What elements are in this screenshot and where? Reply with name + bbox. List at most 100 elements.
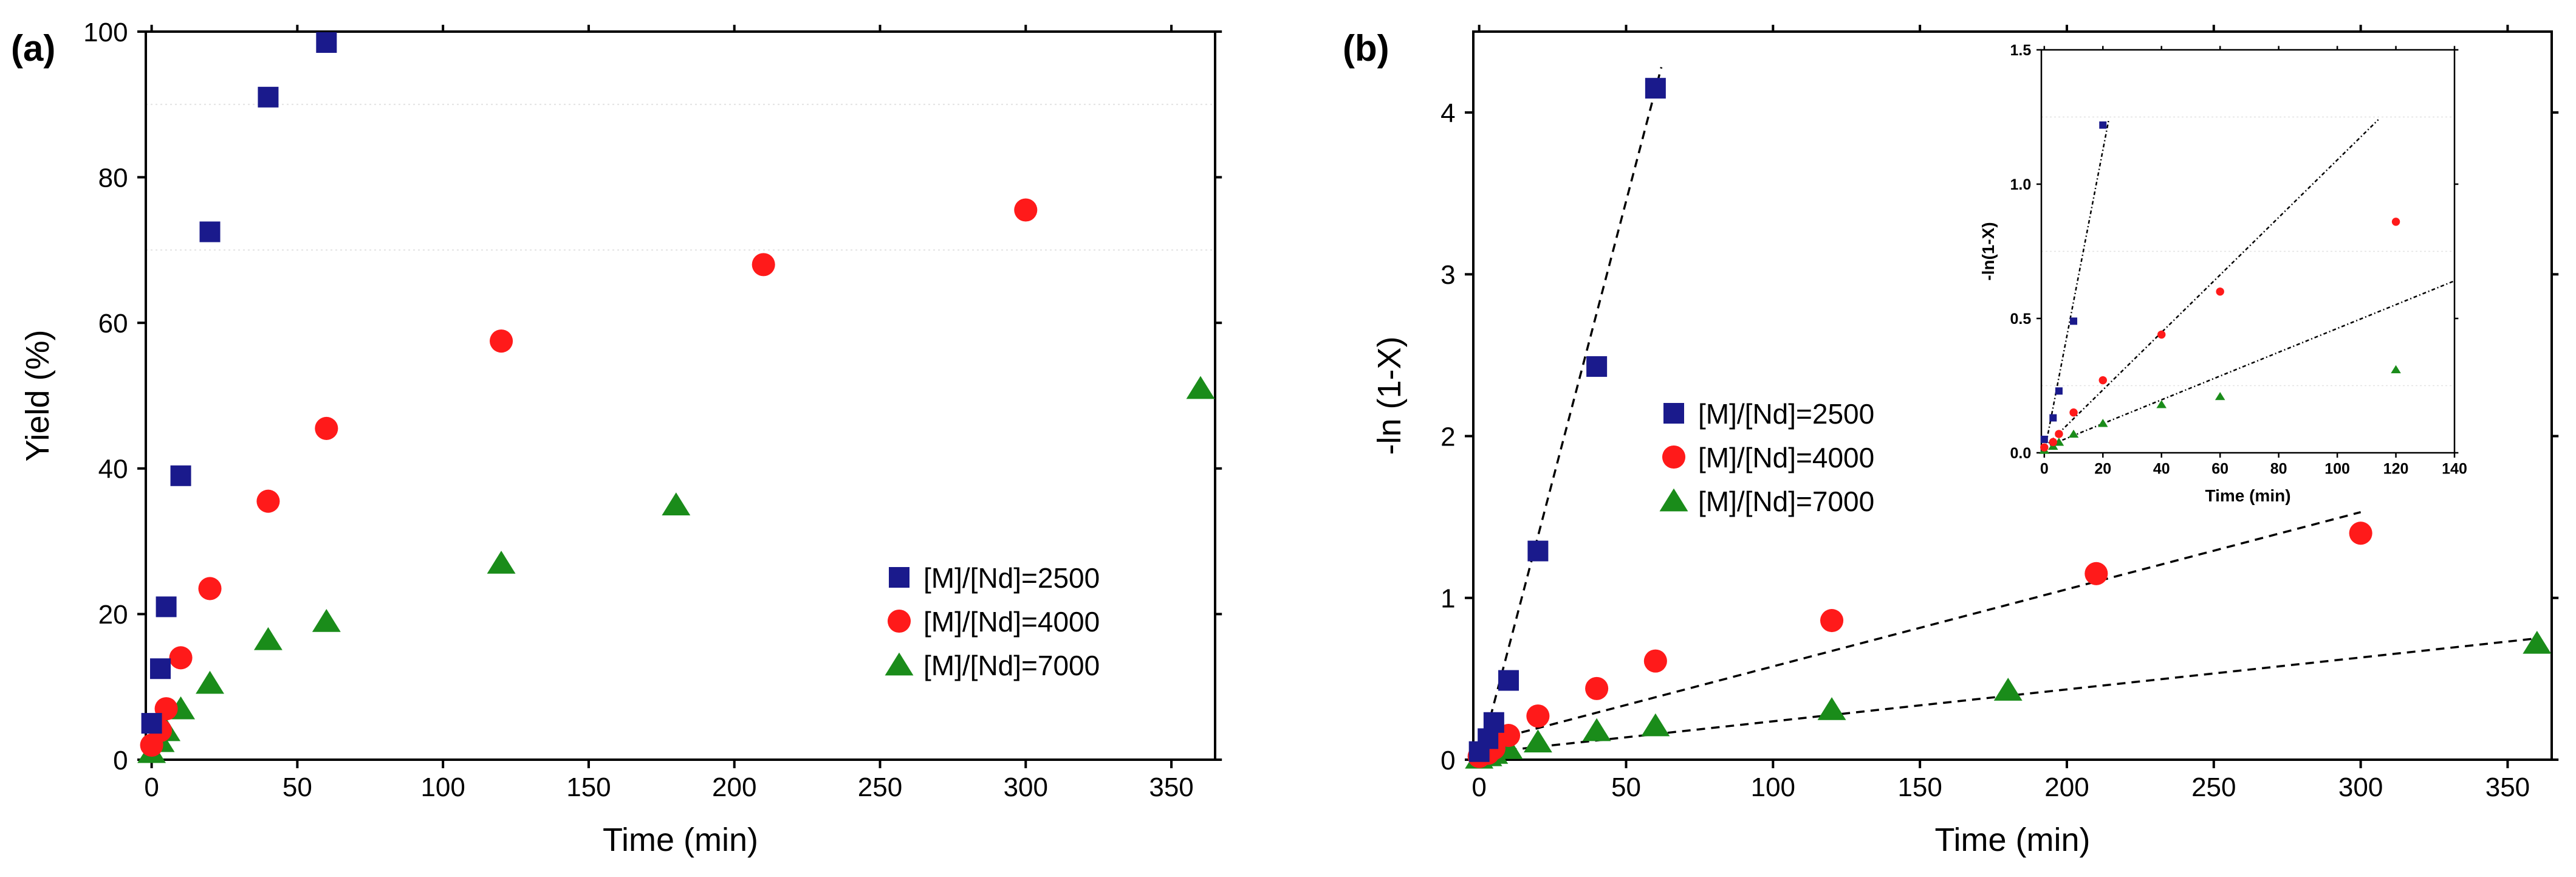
panel-a-y-tick-label: 20 bbox=[98, 600, 128, 630]
panel-a-data-point-triangle bbox=[196, 670, 224, 694]
panel-a-y-tick-label: 0 bbox=[113, 746, 128, 776]
panel-a-legend-label: [M]/[Nd]=2500 bbox=[923, 562, 1100, 594]
panel-a-y-tick-label: 60 bbox=[98, 309, 128, 339]
panel-b-y-tick-label: 2 bbox=[1440, 422, 1455, 452]
panel-b-y-axis-label: -ln (1-X) bbox=[1371, 336, 1408, 455]
panel-b-data-point-circle bbox=[1643, 649, 1667, 673]
inset-data-point-triangle bbox=[2391, 365, 2401, 374]
panel-b-x-tick-label: 350 bbox=[2485, 772, 2530, 802]
panel-a-data-point-triangle bbox=[253, 627, 283, 650]
panel-a-data-point-square bbox=[156, 596, 177, 617]
inset-data-point-circle bbox=[2216, 287, 2224, 296]
panel-b-data-point-triangle bbox=[1641, 713, 1670, 737]
inset-data-point-square bbox=[2049, 414, 2057, 422]
panel-a-data-point-triangle bbox=[1186, 376, 1215, 399]
inset-x-tick-label: 120 bbox=[2383, 460, 2409, 477]
inset-data-point-circle bbox=[2098, 376, 2107, 385]
panel-a-x-tick-label: 0 bbox=[144, 772, 159, 802]
panel-a-legend-marker-triangle bbox=[885, 652, 914, 676]
inset-fit-line bbox=[2043, 119, 2379, 449]
inset-y-axis-label: -ln(1-X) bbox=[1979, 222, 1998, 280]
inset-y-tick-label: 1.5 bbox=[2010, 42, 2031, 59]
panel-b-x-tick-label: 50 bbox=[1611, 772, 1641, 802]
panel-a-data-point-square bbox=[316, 32, 337, 53]
panel-b-legend-label: [M]/[Nd]=7000 bbox=[1698, 486, 1874, 517]
panel-b-legend-marker-square bbox=[1663, 403, 1684, 424]
inset-data-point-circle bbox=[2391, 218, 2400, 226]
inset-data-point-circle bbox=[2157, 330, 2166, 339]
inset-data-point-triangle bbox=[2215, 391, 2225, 401]
inset-y-tick-label: 0.0 bbox=[2010, 445, 2031, 462]
panel-a-data-point-circle bbox=[752, 253, 775, 277]
inset-data-point-circle bbox=[2049, 438, 2058, 447]
inset-data-point-square bbox=[2070, 317, 2078, 325]
panel-a-data-point-circle bbox=[198, 577, 222, 600]
inset-plot-background bbox=[2041, 50, 2454, 453]
inset-x-tick-label: 60 bbox=[2211, 460, 2228, 477]
panel-b-y-tick-label: 1 bbox=[1440, 584, 1455, 614]
panel-a-data-point-circle bbox=[1014, 198, 1038, 222]
panel-a-data-point-square bbox=[170, 465, 191, 486]
panel-a-data-point-circle bbox=[490, 329, 513, 353]
panel-b-data-point-square bbox=[1498, 670, 1519, 691]
panel-a-x-tick-label: 100 bbox=[420, 772, 465, 802]
inset-data-point-square bbox=[2040, 435, 2048, 443]
panel-a-data-point-triangle bbox=[662, 492, 691, 516]
panel-b-legend-marker-circle bbox=[1662, 445, 1686, 469]
panel-a-data-point-square bbox=[258, 86, 279, 108]
panel-b-data-point-triangle bbox=[1582, 718, 1611, 741]
inset-panel: 0 20 40 60 80 100 120 140 0.0 0.5 1.0 1.5 Time (min)… bbox=[1979, 42, 2467, 505]
inset-x-tick-label: 140 bbox=[2442, 460, 2467, 477]
inset-fit-line bbox=[2043, 119, 2110, 453]
panel-b-data-point-triangle bbox=[2523, 630, 2552, 654]
panel-b-data-point-square bbox=[1586, 356, 1608, 377]
panel-a-x-tick-label: 350 bbox=[1149, 772, 1193, 802]
inset-data-point-circle bbox=[2040, 443, 2049, 452]
panel-a-legend-label: [M]/[Nd]=4000 bbox=[923, 606, 1100, 638]
panel-b-x-axis-label: Time (min) bbox=[1935, 822, 2091, 858]
inset-data-point-triangle bbox=[2097, 419, 2108, 427]
panel-a-legend-label: [M]/[Nd]=7000 bbox=[923, 650, 1100, 681]
panel-a-label: (a) bbox=[11, 28, 55, 69]
inset-data-point-circle bbox=[2069, 408, 2078, 417]
inset-x-axis-label: Time (min) bbox=[2205, 486, 2290, 505]
panel-b-plot-frame bbox=[1472, 30, 2553, 761]
panel-a-panel: 0 50 100 150 200 250 300 350 0 20 40 60 80 100 Time (m… bbox=[19, 18, 1222, 858]
panel-b-x-tick-label: 200 bbox=[2044, 772, 2089, 802]
panel-a-data-point-circle bbox=[315, 416, 338, 440]
inset-x-tick-label: 80 bbox=[2270, 460, 2287, 477]
inset-y-tick-label: 0.5 bbox=[2010, 311, 2031, 328]
inset-data-point-triangle bbox=[2068, 429, 2079, 438]
panel-a-x-tick-label: 250 bbox=[858, 772, 902, 802]
panel-b-fit-line bbox=[1478, 67, 1663, 760]
inset-data-point-square bbox=[2055, 387, 2063, 395]
panel-b-data-point-circle bbox=[1585, 676, 1609, 700]
inset-x-tick-label: 40 bbox=[2153, 460, 2170, 477]
panel-b-x-tick-label: 300 bbox=[2338, 772, 2383, 802]
panel-b-data-point-triangle bbox=[1817, 697, 1846, 720]
panel-a-y-tick-label: 40 bbox=[98, 455, 128, 484]
inset-x-tick-label: 20 bbox=[2094, 460, 2111, 477]
panel-b-legend-label: [M]/[Nd]=2500 bbox=[1698, 398, 1874, 430]
panel-b-legend-marker-triangle bbox=[1659, 488, 1688, 512]
panel-a-x-tick-label: 200 bbox=[712, 772, 756, 802]
panel-b-data-point-square bbox=[1645, 78, 1666, 99]
panel-b-data-point-square bbox=[1483, 712, 1504, 733]
panel-a-y-axis-label: Yield (%) bbox=[19, 329, 56, 461]
panel-b-data-point-circle bbox=[1526, 704, 1550, 728]
panel-b-x-tick-label: 0 bbox=[1471, 772, 1486, 802]
inset-x-tick-label: 0 bbox=[2040, 460, 2049, 477]
panel-a-y-tick-label: 80 bbox=[98, 163, 128, 193]
panel-a-legend-marker-circle bbox=[887, 609, 911, 633]
panel-a-x-tick-label: 300 bbox=[1004, 772, 1048, 802]
panel-b-x-tick-label: 100 bbox=[1751, 772, 1795, 802]
panel-a-y-tick-label: 100 bbox=[83, 18, 128, 47]
panel-a-x-tick-label: 150 bbox=[566, 772, 611, 802]
panel-a-x-axis-label: Time (min) bbox=[603, 822, 758, 858]
inset-data-point-square bbox=[2099, 121, 2107, 129]
inset-plot-frame bbox=[2040, 49, 2456, 454]
panel-a-legend-marker-square bbox=[889, 567, 909, 588]
panel-a-data-point-triangle bbox=[487, 551, 516, 574]
